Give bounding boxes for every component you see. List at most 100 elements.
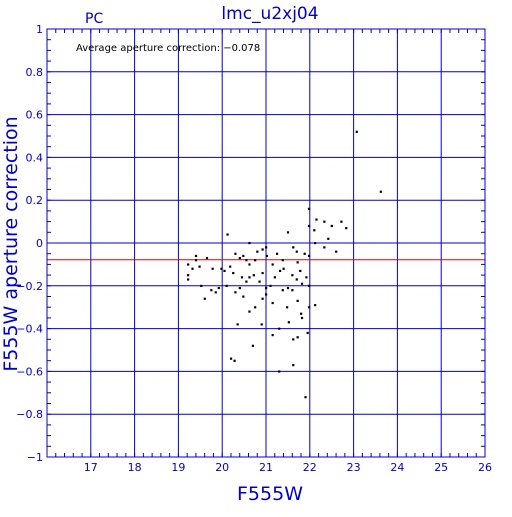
data-point (300, 316, 304, 320)
data-point (217, 286, 220, 290)
data-point (256, 250, 259, 253)
data-point (187, 263, 190, 266)
x-tick-label: 21 (259, 461, 273, 474)
data-point (261, 248, 264, 251)
data-point (278, 327, 281, 330)
data-point (291, 274, 294, 277)
data-point (307, 207, 311, 210)
data-point (271, 301, 274, 305)
data-point (300, 312, 303, 315)
y-tick-label: −0.4 (16, 323, 43, 336)
data-point (335, 250, 338, 253)
data-point (240, 276, 244, 279)
data-point (187, 274, 190, 277)
y-tick-label: −0.8 (16, 408, 43, 421)
data-point (232, 271, 235, 275)
data-point (296, 261, 299, 264)
data-point (281, 289, 284, 292)
data-point (214, 291, 217, 294)
data-point (345, 227, 348, 230)
data-point (275, 252, 279, 255)
data-point (248, 276, 251, 279)
data-point (292, 363, 295, 367)
data-points (187, 130, 382, 399)
x-tick-label: 23 (347, 461, 361, 474)
average-annotation: Average aperture correction: −0.078 (76, 43, 260, 54)
data-point (261, 271, 264, 275)
data-point (282, 267, 285, 270)
data-point (265, 293, 268, 296)
data-point (203, 297, 206, 300)
x-tick-label: 22 (303, 461, 317, 474)
data-point (251, 344, 255, 347)
data-point (242, 254, 245, 258)
data-point (242, 295, 245, 298)
data-point (286, 306, 289, 309)
data-point (300, 282, 304, 285)
data-point (220, 267, 223, 270)
data-point (315, 218, 318, 221)
chart-title: lmc_u2xj04 (221, 4, 318, 24)
y-tick-label: 0 (36, 237, 43, 250)
y-tick-label: −0.6 (16, 365, 43, 378)
data-point (261, 297, 264, 300)
data-point (287, 321, 290, 324)
data-point (194, 259, 198, 262)
data-point (265, 254, 269, 258)
y-axis-label: F555W aperture correction (0, 116, 22, 371)
data-point (229, 265, 232, 268)
data-point (200, 284, 203, 287)
data-point (223, 269, 226, 273)
y-tick-label: 0.8 (26, 66, 44, 79)
data-point (313, 229, 316, 232)
data-point (295, 250, 298, 253)
data-point (254, 306, 257, 309)
data-point (211, 267, 214, 270)
x-tick-label: 26 (478, 461, 492, 474)
y-axis-ticks: 1 0.8 0.6 0.4 0.2 0 −0.2 −0.4 −0.6 −0.8 −1 (16, 23, 43, 464)
data-point (248, 263, 251, 266)
data-point (194, 254, 198, 258)
x-tick-label: 25 (434, 461, 448, 474)
y-tick-label: 0.4 (26, 151, 44, 164)
data-point (330, 224, 333, 228)
data-point (307, 254, 311, 258)
y-tick-label: −0.2 (16, 280, 43, 293)
data-point (191, 267, 194, 270)
data-point (234, 252, 237, 255)
data-point (187, 278, 190, 281)
data-point (340, 220, 343, 223)
data-point (225, 284, 228, 287)
data-point (292, 338, 295, 341)
data-point (379, 190, 382, 193)
data-point (314, 304, 317, 307)
data-point (248, 242, 251, 245)
data-point (304, 396, 307, 399)
data-point (306, 331, 309, 335)
data-point (271, 334, 274, 337)
data-point (245, 280, 248, 283)
data-point (265, 286, 268, 290)
data-point (236, 323, 239, 326)
data-point (260, 323, 263, 326)
data-point (245, 259, 248, 262)
plot-frame (46, 28, 486, 458)
data-point (314, 242, 317, 245)
data-point (305, 276, 308, 279)
x-axis-label: F555W (237, 483, 303, 505)
data-point (248, 310, 251, 313)
data-point (295, 278, 298, 281)
data-point (269, 284, 272, 287)
data-point (271, 263, 274, 266)
data-point (323, 220, 326, 223)
x-tick-label: 24 (390, 461, 404, 474)
plot-border (46, 28, 486, 458)
data-point (198, 265, 201, 268)
data-point (234, 291, 237, 294)
data-point (233, 359, 236, 362)
data-point (292, 246, 295, 249)
data-point (307, 306, 311, 309)
data-point (258, 280, 261, 283)
data-point (210, 289, 213, 292)
data-point (229, 357, 233, 360)
